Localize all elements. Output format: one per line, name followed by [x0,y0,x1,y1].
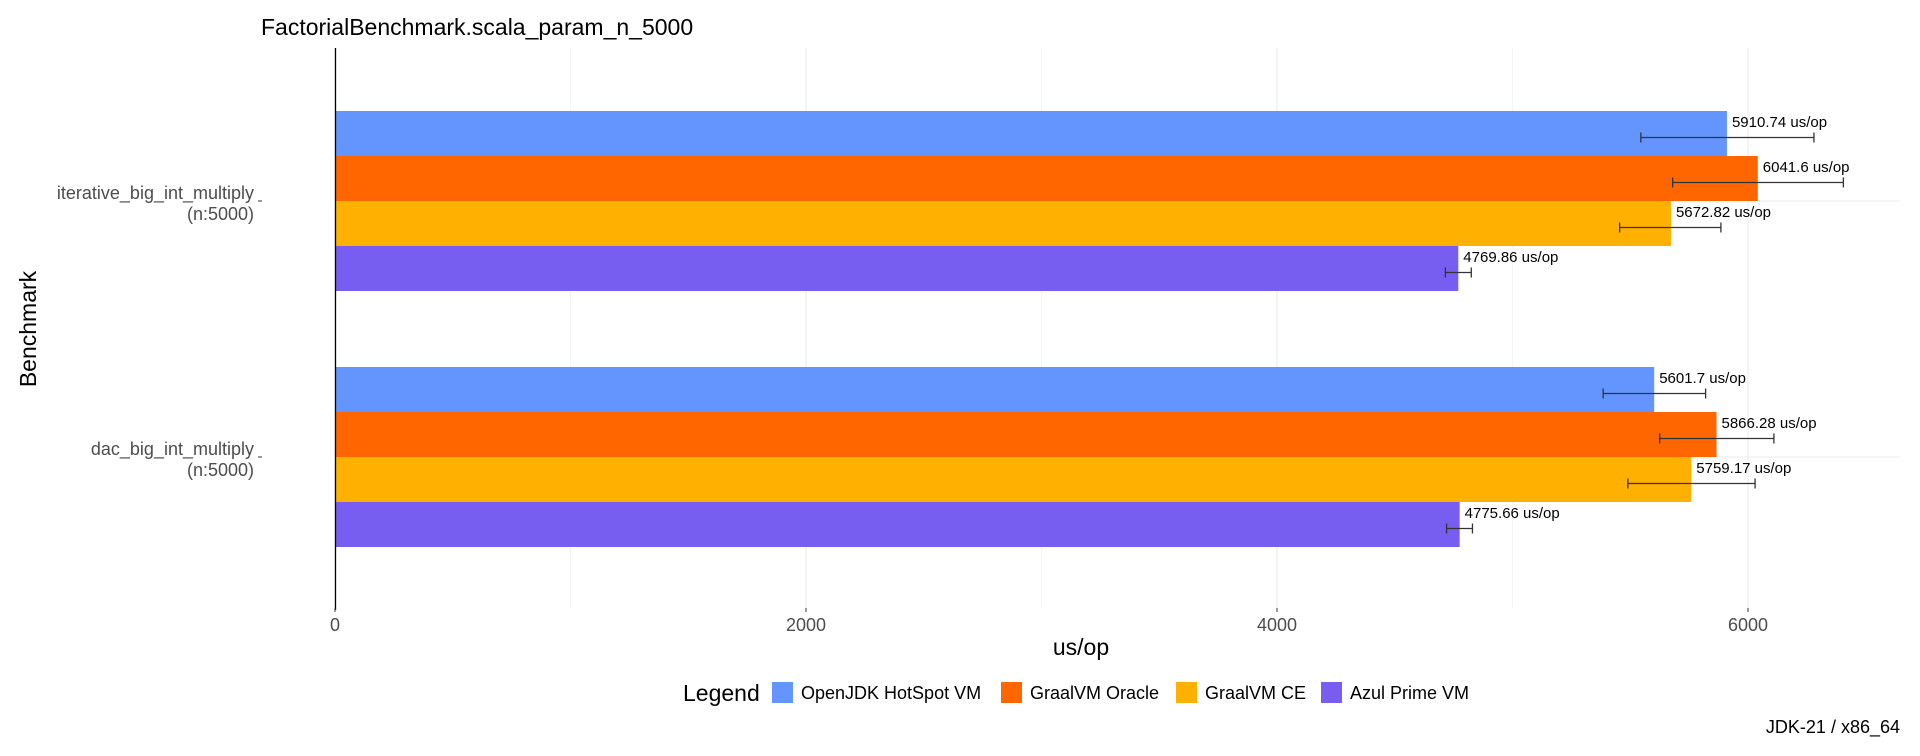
category-label-line1: dac_big_int_multiply [91,439,254,460]
category-label: dac_big_int_multiply(n:5000) [91,439,262,480]
bar [335,457,1692,502]
data-label: 5672.82 us/op [1676,204,1771,221]
bar [335,367,1655,412]
data-label: 5910.74 us/op [1732,114,1827,131]
legend-item: OpenJDK HotSpot VM [772,682,981,703]
legend-title: Legend [683,680,760,706]
x-tick-label: 0 [330,615,340,635]
legend-label: GraalVM CE [1205,683,1306,703]
x-tick-label: 6000 [1728,615,1768,635]
data-label: 4775.66 us/op [1465,505,1560,522]
legend-label: Azul Prime VM [1350,683,1469,703]
legend-swatch [1176,682,1197,703]
error-bar [1445,523,1474,534]
category-label-line2: (n:5000) [187,204,254,224]
legend-swatch [1321,682,1342,703]
data-label: 5866.28 us/op [1722,415,1817,432]
data-label: 4769.86 us/op [1463,249,1558,266]
legend-item: Azul Prime VM [1321,682,1469,703]
error-bar [1619,222,1722,233]
x-axis-ticks: 0 2000 4000 6000 [330,608,1768,635]
legend-label: OpenJDK HotSpot VM [801,683,981,703]
bar [335,502,1460,547]
error-bar [1602,388,1707,399]
bar [335,156,1758,201]
legend-label: GraalVM Oracle [1030,683,1159,703]
x-tick-label: 2000 [786,615,826,635]
data-label: 5759.17 us/op [1696,460,1791,477]
y-axis-title: Benchmark [15,270,41,387]
bar [335,412,1717,457]
error-bar [1444,267,1472,278]
data-label: 5601.7 us/op [1659,370,1746,387]
x-tick-label: 4000 [1257,615,1297,635]
bar [335,246,1459,291]
bars: 5910.74 us/op 5601.7 us/op 6041.6 us/op 586… [335,111,1850,547]
caption: JDK-21 / x86_64 [1766,717,1900,738]
error-bar [1627,478,1756,489]
legend-swatch [772,682,793,703]
error-bar [1640,132,1815,143]
error-bar [1671,177,1845,188]
category-label: iterative_big_int_multiply(n:5000) [57,183,262,224]
x-axis-title: us/op [1053,634,1109,660]
category-label-line2: (n:5000) [187,460,254,480]
legend-item: GraalVM CE [1176,682,1306,703]
category-label-line1: iterative_big_int_multiply [57,183,254,204]
legend-item: GraalVM Oracle [1001,682,1159,703]
data-label: 6041.6 us/op [1763,159,1850,176]
error-bar [1659,433,1775,444]
bar [335,111,1727,156]
y-axis-categories: iterative_big_int_multiply(n:5000)dac_bi… [57,183,262,480]
legend: Legend OpenJDK HotSpot VM GraalVM Oracle G… [683,680,1469,706]
chart-title: FactorialBenchmark.scala_param_n_5000 [261,14,693,40]
bar [335,201,1671,246]
legend-swatch [1001,682,1022,703]
